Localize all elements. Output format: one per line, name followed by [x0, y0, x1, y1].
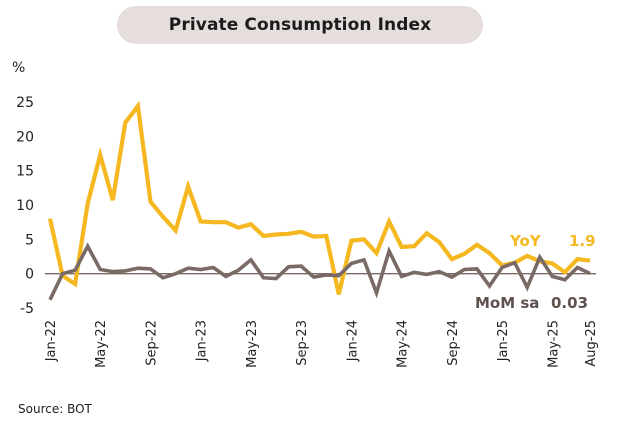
series-group — [47, 100, 591, 301]
x-tick-label: Jan-25 — [496, 320, 511, 362]
y-tick-label: 0 — [25, 267, 34, 283]
y-tick-label: 20 — [16, 129, 34, 145]
x-axis-ticks: Jan-22 May-22 Sep-22 Jan-23 May-23 Sep-23 Jan-… — [44, 320, 599, 368]
y-tick-label: -5 — [20, 301, 34, 317]
yoy-line — [47, 100, 591, 295]
x-tick-label: Jan-24 — [345, 320, 360, 362]
yoy-end-value: 1.9 — [569, 232, 596, 250]
series-labels: YoY 1.9 MoM sa 0.03 — [475, 232, 596, 312]
x-tick-label: May-24 — [396, 320, 411, 368]
source-note: Source: BOT — [18, 402, 92, 416]
chart-title-pill: Private Consumption Index — [117, 6, 483, 44]
x-tick-label: Sep-23 — [295, 320, 310, 366]
mom-sa-line — [48, 242, 591, 301]
y-tick-label: 15 — [16, 164, 34, 180]
chart-title: Private Consumption Index — [168, 15, 432, 35]
x-tick-label: Jan-22 — [44, 320, 59, 362]
yoy-series-label: YoY — [509, 232, 542, 250]
x-tick-label: May-25 — [546, 320, 561, 368]
x-tick-label: Sep-24 — [446, 320, 461, 366]
x-tick-label: May-23 — [245, 320, 260, 368]
x-tick-label: Aug-25 — [584, 320, 599, 367]
y-axis-ticks: 25 20 15 10 5 0 -5 — [16, 95, 34, 317]
x-tick-label: Jan-23 — [195, 320, 210, 362]
y-axis-unit: % — [12, 60, 25, 76]
x-tick-label: May-22 — [94, 320, 109, 368]
x-tick-label: Sep-22 — [144, 320, 159, 366]
y-tick-label: 25 — [16, 95, 34, 111]
mom-end-value: 0.03 — [551, 294, 588, 312]
y-tick-label: 10 — [16, 198, 34, 214]
y-tick-label: 5 — [25, 232, 34, 248]
mom-series-label: MoM sa — [475, 294, 539, 312]
